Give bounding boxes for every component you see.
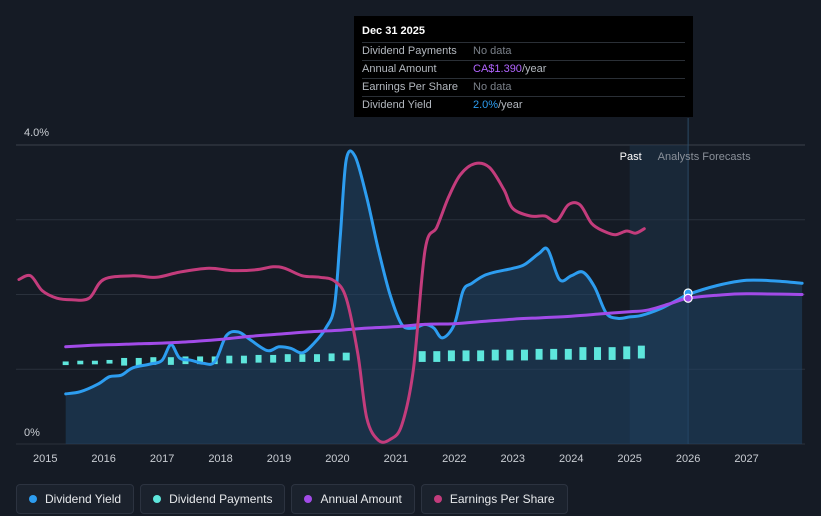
x-tick-label: 2024 <box>559 453 583 465</box>
tooltip-unit: /year <box>521 63 547 75</box>
payment-bar <box>135 357 142 366</box>
payment-bar <box>284 354 291 362</box>
tooltip-row-dividend-yield: Dividend Yield 2.0%/year <box>362 96 685 114</box>
payment-bar <box>550 348 558 360</box>
x-tick-label: 2019 <box>267 453 291 465</box>
y-tick-label: 4.0% <box>24 127 49 139</box>
payment-bar <box>418 351 426 362</box>
payment-bar <box>197 356 204 365</box>
payment-bar <box>255 354 262 363</box>
legend-label: Annual Amount <box>320 492 402 506</box>
payment-bar <box>447 350 455 362</box>
tooltip-row-earnings-per-share: Earnings Per Share No data <box>362 78 685 96</box>
legend-item-earnings-per-share[interactable]: Earnings Per Share <box>420 484 568 514</box>
payment-bar <box>91 360 98 365</box>
legend-item-dividend-payments[interactable]: Dividend Payments <box>140 484 286 514</box>
payment-bar <box>150 357 157 365</box>
payment-bar <box>121 357 128 366</box>
payment-bar <box>226 355 233 364</box>
payment-bar <box>462 350 470 362</box>
payment-bar <box>491 349 499 361</box>
annual-line <box>64 292 804 349</box>
payment-bar <box>328 353 335 362</box>
x-tick-label: 2027 <box>734 453 758 465</box>
payment-bar <box>564 348 572 360</box>
payment-bar <box>299 354 306 362</box>
chart-tooltip: Dec 31 2025 Dividend Payments No data An… <box>354 16 693 117</box>
legend-dot-icon <box>29 495 37 503</box>
legend-label: Earnings Per Share <box>449 492 555 506</box>
x-tick-label: 2021 <box>384 453 408 465</box>
tooltip-value: 2.0% <box>473 99 499 111</box>
x-tick-label: 2023 <box>501 453 525 465</box>
legend-item-dividend-yield[interactable]: Dividend Yield <box>16 484 135 514</box>
tooltip-value: No data <box>473 45 512 57</box>
payment-bar <box>62 361 69 366</box>
payment-bar <box>270 354 277 363</box>
yield-line <box>64 149 804 396</box>
chart-axes: 0% 4.0% 2015 2016 2017 2018 2019 2020 2021 2022 20… <box>24 127 759 465</box>
tooltip-row-annual-amount: Annual Amount CA$1.390/year <box>362 60 685 78</box>
payment-bar <box>594 347 602 360</box>
tooltip-label: Dividend Yield <box>362 99 432 111</box>
eps-line <box>17 161 646 444</box>
legend-label: Dividend Payments <box>169 492 273 506</box>
payment-bar <box>608 347 616 360</box>
payment-bar <box>240 355 247 364</box>
payment-bar <box>106 359 113 364</box>
x-tick-label: 2025 <box>617 453 641 465</box>
legend-dot-icon <box>304 495 313 503</box>
payment-bar <box>506 349 514 361</box>
series-lines <box>17 149 804 444</box>
tooltip-label: Annual Amount <box>362 63 437 75</box>
chart-legend: Dividend Yield Dividend Payments Annual … <box>16 484 568 514</box>
payment-bar <box>167 357 174 365</box>
x-tick-label: 2017 <box>150 453 174 465</box>
now-markers <box>683 288 693 303</box>
payment-bar <box>579 347 587 360</box>
legend-dot-icon <box>153 495 162 503</box>
x-tick-label: 2015 <box>33 453 57 465</box>
x-tick-label: 2026 <box>676 453 700 465</box>
payment-bar <box>342 352 350 361</box>
tooltip-label: Earnings Per Share <box>362 81 458 93</box>
x-tick-label: 2022 <box>442 453 466 465</box>
payment-bar <box>623 346 631 360</box>
x-tick-label: 2016 <box>91 453 115 465</box>
tooltip-value: CA$1.390 <box>473 63 522 75</box>
legend-dot-icon <box>433 495 442 503</box>
payment-bar <box>433 351 441 362</box>
legend-label: Dividend Yield <box>45 492 122 506</box>
x-tick-label: 2020 <box>325 453 349 465</box>
tooltip-row-dividend-payments: Dividend Payments No data <box>362 42 685 60</box>
tooltip-value: No data <box>473 81 512 93</box>
x-tick-label: 2018 <box>208 453 232 465</box>
region-forecast-label: Analysts Forecasts <box>658 151 751 163</box>
region-past-label: Past <box>620 151 642 163</box>
tooltip-unit: /year <box>498 99 523 111</box>
payment-bar <box>313 354 320 362</box>
payment-bar <box>535 348 543 360</box>
payment-bar <box>520 349 528 361</box>
payment-bar <box>77 360 84 365</box>
yield-area <box>65 150 803 444</box>
tooltip-label: Dividend Payments <box>362 45 457 57</box>
annual-marker <box>683 293 693 303</box>
y-tick-label: 0% <box>24 427 40 439</box>
payment-bar <box>477 350 485 362</box>
payment-bar <box>637 345 645 359</box>
yield-area-fill <box>65 150 803 444</box>
tooltip-date: Dec 31 2025 <box>362 25 425 37</box>
legend-item-annual-amount[interactable]: Annual Amount <box>291 484 415 514</box>
